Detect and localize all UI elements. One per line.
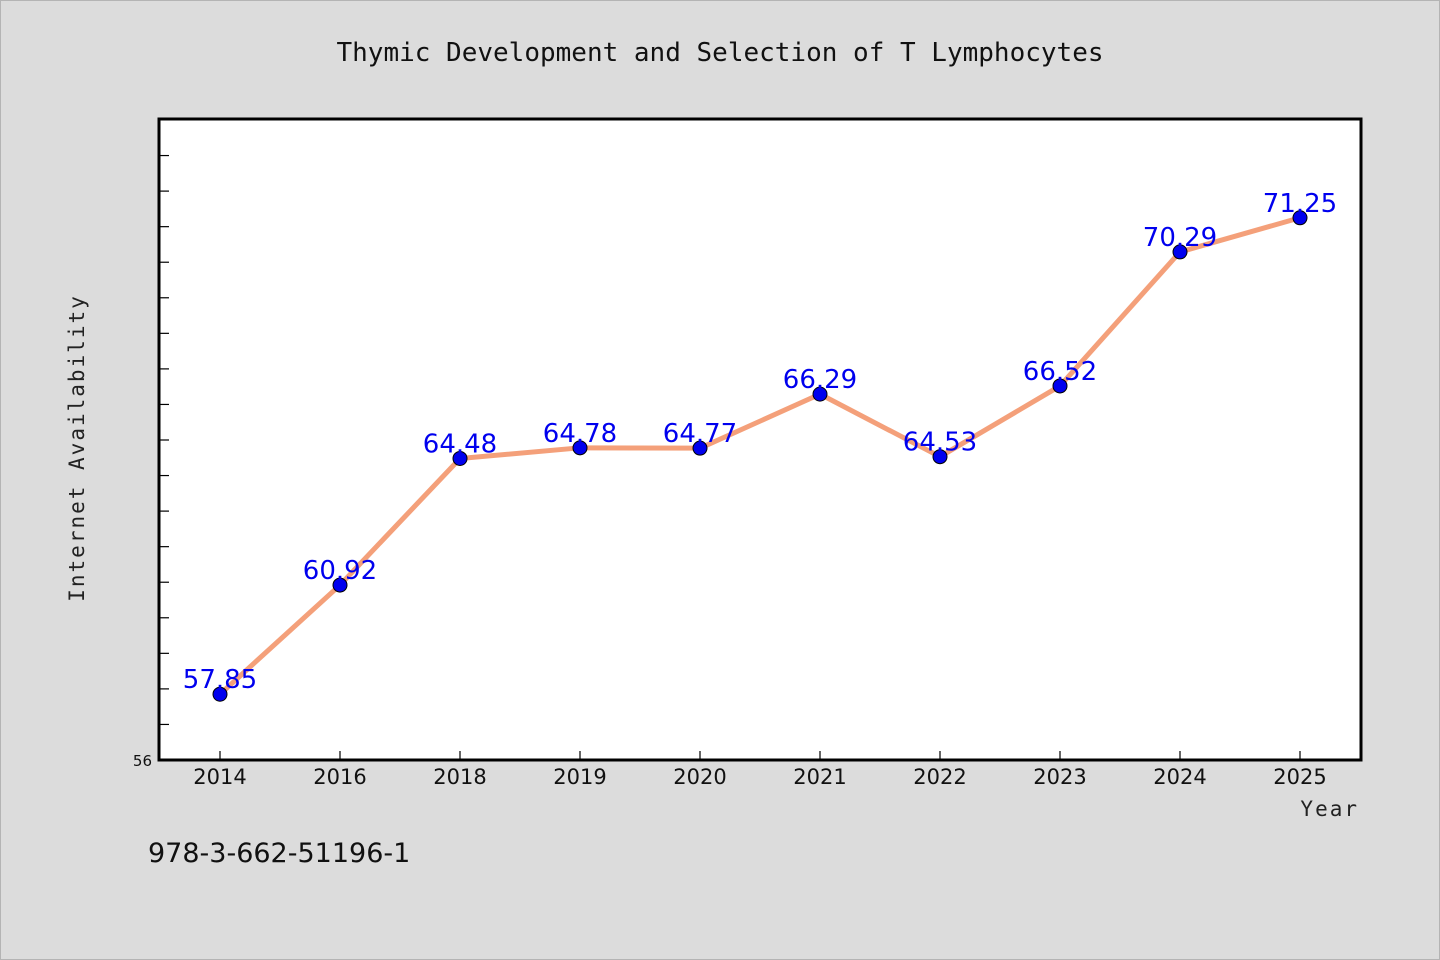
data-labels: 57.85 60.92 64.48 64.78 64.77 66.29 64.53 66.52… (183, 189, 1337, 695)
plot-area (157, 117, 1363, 762)
data-point (1292, 210, 1308, 226)
data-label: 64.48 (423, 429, 497, 459)
chart-title: Thymic Development and Selection of T Ly… (336, 38, 1103, 68)
x-tick-label: 2021 (793, 765, 846, 789)
x-tick-label: 2020 (673, 765, 726, 789)
x-tick-label: 2019 (553, 765, 606, 789)
data-label: 64.53 (903, 428, 977, 458)
x-tick-label: 2022 (913, 765, 966, 789)
data-label: 57.85 (183, 665, 257, 695)
series-markers (212, 210, 1308, 702)
y-axis-ticks (160, 154, 169, 726)
data-point (1172, 244, 1188, 260)
data-point (932, 449, 948, 465)
data-point (572, 440, 588, 456)
x-axis-ticks: 2014 2016 2018 2019 2020 2021 2022 2023 2024 2025 (193, 751, 1327, 789)
data-point (1052, 378, 1068, 394)
y-tick-label-min: 56 (133, 752, 152, 770)
y-axis-label: Internet Availability (65, 294, 89, 602)
isbn-text: 978-3-662-51196-1 (148, 838, 410, 869)
data-point (332, 577, 348, 593)
x-tick-label: 2016 (313, 765, 366, 789)
data-point (212, 686, 228, 702)
series-line (217, 215, 1303, 697)
data-point (452, 450, 468, 466)
x-tick-label: 2023 (1033, 765, 1086, 789)
data-label: 66.52 (1023, 357, 1097, 387)
x-tick-label: 2018 (433, 765, 486, 789)
data-label: 64.77 (663, 419, 737, 449)
x-tick-label: 2014 (193, 765, 246, 789)
data-point (692, 440, 708, 456)
data-point (812, 386, 828, 402)
x-tick-label: 2025 (1273, 765, 1326, 789)
x-axis-label: Year (1300, 797, 1359, 821)
data-label: 71.25 (1263, 189, 1337, 219)
x-tick-label: 2024 (1153, 765, 1206, 789)
data-label: 70.29 (1143, 223, 1217, 253)
data-label: 66.29 (783, 365, 857, 395)
data-label: 64.78 (543, 419, 617, 449)
data-label: 60.92 (303, 556, 377, 586)
